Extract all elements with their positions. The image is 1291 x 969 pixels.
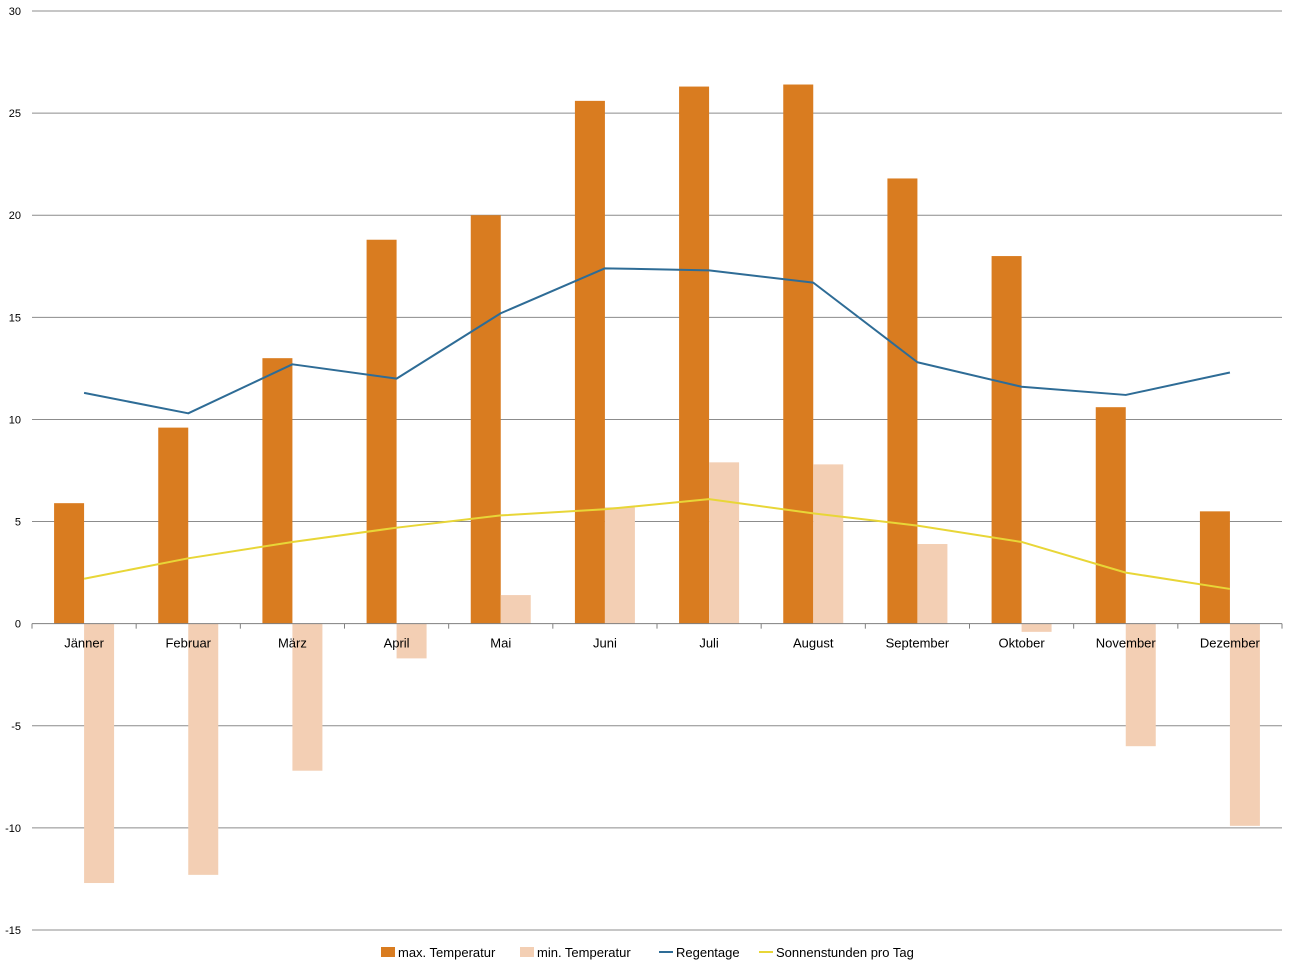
bar-min-temperature — [1229, 623, 1260, 826]
bar-max-temperature — [574, 100, 605, 624]
y-tick-label: 5 — [15, 517, 21, 529]
bar-max-temperature — [783, 84, 814, 624]
bar-max-temperature — [1199, 511, 1230, 624]
series-line-regentage — [83, 267, 1231, 415]
x-category-label: April — [384, 636, 410, 651]
legend-swatch — [520, 947, 534, 957]
legend-label: Sonnenstunden pro Tag — [776, 945, 914, 960]
x-category-label: August — [793, 636, 834, 651]
legend-label: max. Temperatur — [398, 945, 496, 960]
bar-min-temperature — [709, 462, 740, 624]
bar-min-temperature — [396, 623, 427, 659]
x-category-label: Juni — [593, 636, 617, 651]
x-axis-categories: Jänner Februar März April Mai Juni Juli August S… — [64, 636, 1260, 651]
bar-min-temperature — [84, 623, 115, 884]
bars — [54, 84, 1260, 884]
bar-max-temperature — [470, 215, 501, 624]
x-category-label: Juli — [699, 636, 719, 651]
legend-swatch — [381, 947, 395, 957]
series-line-sonnenstunden — [83, 498, 1231, 590]
legend-label: min. Temperatur — [537, 945, 631, 960]
bar-min-temperature — [1021, 623, 1052, 632]
y-tick-label: -5 — [11, 721, 21, 733]
y-tick-label: 15 — [9, 312, 21, 324]
legend: max. Temperatur min. Temperatur Regentage S… — [381, 945, 914, 960]
x-category-label: September — [886, 636, 950, 651]
legend-label: Regentage — [676, 945, 740, 960]
bar-max-temperature — [679, 86, 710, 624]
bar-min-temperature — [813, 464, 844, 624]
y-tick-label: 30 — [9, 6, 21, 18]
y-tick-label: 0 — [15, 619, 21, 631]
series-lines — [83, 267, 1231, 590]
x-category-label: Mai — [490, 636, 511, 651]
y-axis-ticks: -15 -10 -5 0 5 10 15 20 25 30 — [5, 6, 21, 937]
bar-max-temperature — [887, 178, 918, 624]
bar-min-temperature — [292, 623, 323, 771]
x-category-label: Dezember — [1200, 636, 1261, 651]
zero-axis — [31, 623, 1283, 629]
bar-max-temperature — [1095, 407, 1126, 624]
bar-min-temperature — [1125, 623, 1156, 747]
bar-max-temperature — [366, 239, 397, 624]
x-category-label: Oktober — [998, 636, 1045, 651]
bar-min-temperature — [917, 544, 948, 624]
x-category-label: Jänner — [64, 636, 104, 651]
bar-min-temperature — [500, 595, 531, 624]
bar-max-temperature — [262, 358, 293, 624]
y-tick-label: 25 — [9, 108, 21, 120]
x-category-label: November — [1096, 636, 1157, 651]
bar-max-temperature — [991, 256, 1022, 624]
bar-max-temperature — [54, 503, 85, 624]
y-tick-label: -15 — [5, 925, 21, 937]
y-tick-label: 10 — [9, 414, 21, 426]
x-category-label: März — [278, 636, 307, 651]
gridlines — [32, 10, 1282, 931]
bar-max-temperature — [158, 427, 189, 624]
bar-min-temperature — [604, 507, 635, 624]
y-tick-label: 20 — [9, 210, 21, 222]
y-tick-label: -10 — [5, 823, 21, 835]
bar-min-temperature — [188, 623, 219, 875]
x-category-label: Februar — [165, 636, 211, 651]
